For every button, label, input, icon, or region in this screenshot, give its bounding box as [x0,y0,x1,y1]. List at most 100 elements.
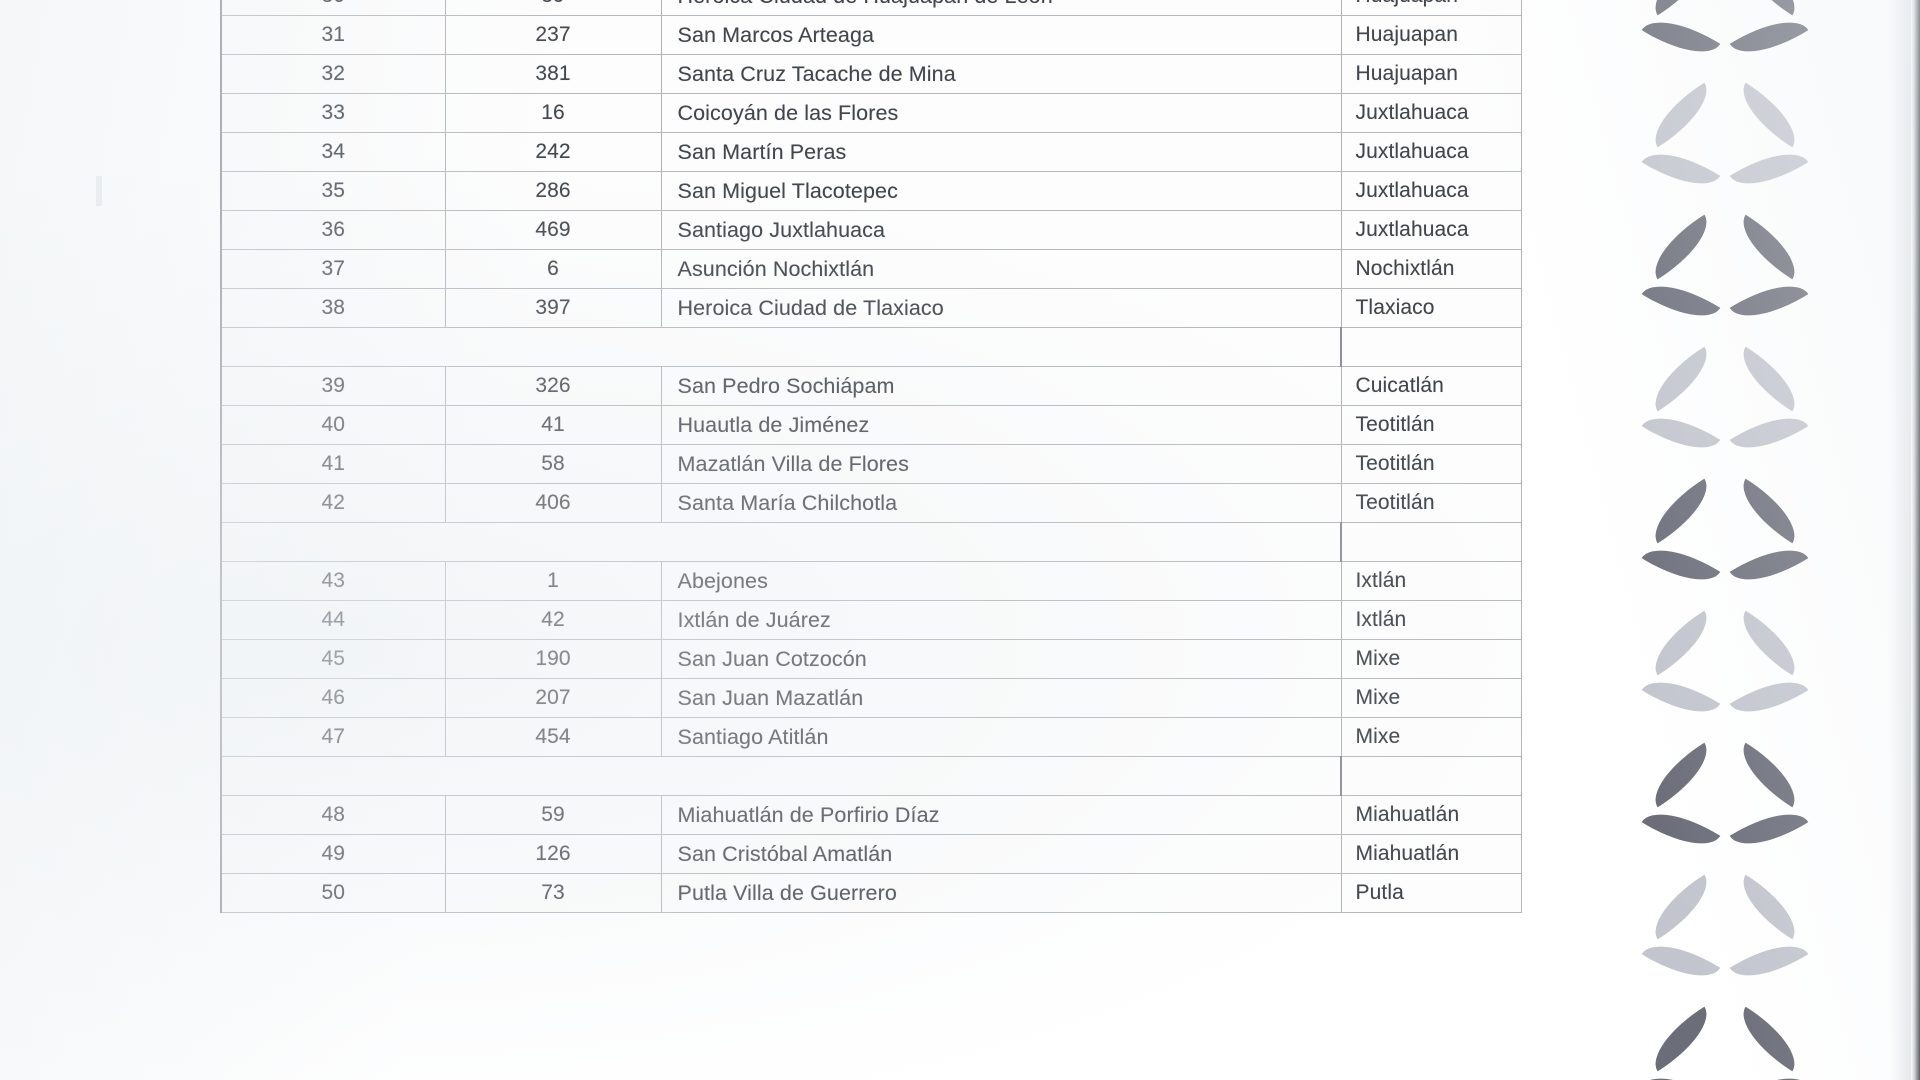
row-code-cell: 6 [445,249,662,289]
district-name-cell: Huajuapan [1341,54,1522,94]
group-separator-band-right [1340,522,1522,562]
row-code-cell-text: 190 [535,647,571,670]
municipality-name-cell-text: Heroica Ciudad de Huajuapan de León [678,0,1053,9]
district-name-cell-text: Mixe [1355,686,1401,709]
row-number-cell-text: 41 [321,452,346,475]
petal-icon [1641,400,1721,466]
row-code-cell-text: 326 [535,374,571,397]
municipality-name-cell: Santiago Juxtlahuaca [661,210,1342,250]
row-code-cell-text: 16 [541,101,565,124]
district-name-cell-text: Juxtlahuaca [1355,140,1469,163]
row-number-cell: 33 [220,93,446,133]
municipality-name-cell: Heroica Ciudad de Huajuapan de León [661,0,1342,16]
table-row: 49 126 San Cristóbal Amatlán Miahuatlán [220,834,1522,874]
petal-icon [1729,400,1809,466]
row-code-cell-text: 397 [535,296,571,319]
district-name-cell: Miahuatlán [1341,795,1522,835]
row-code-cell-text: 58 [541,452,565,475]
petal-icon [1729,4,1809,70]
municipality-name-cell-text: San Pedro Sochiápam [677,373,895,398]
municipality-name-cell-text: Santa María Chilchotla [677,490,898,515]
district-name-cell-text: Miahuatlán [1355,842,1460,865]
row-number-cell: 48 [220,795,446,835]
petal-icon [1729,610,1809,676]
page-edge-shadow [1889,0,1911,1080]
row-number-cell-text: 43 [321,569,346,592]
table-row: 47 454 Santiago Atitlán Mixe [220,717,1522,757]
row-number-cell: 46 [220,678,446,718]
municipality-name-cell-text: San Miguel Tlacotepec [677,178,898,203]
petal-icon [1641,1006,1721,1072]
table-row: 33 16 Coicoyán de las Flores Juxtlahuaca [220,93,1522,133]
group-separator-band-right [1340,327,1522,367]
district-name-cell-text: Mixe [1355,647,1401,670]
row-number-cell-text: 47 [321,725,346,748]
row-code-cell: 326 [445,366,662,406]
table-row: 35 286 San Miguel Tlacotepec Juxtlahuaca [220,171,1522,211]
table-row: 44 42 Ixtlán de Juárez Ixtlán [220,600,1522,640]
petal-icon [1729,214,1809,280]
municipality-name-cell-text: San Marcos Arteaga [677,22,875,47]
row-number-cell-text: 30 [321,0,345,8]
group-separator-row [220,522,1522,562]
petal-icon [1641,610,1721,676]
table-row: 36 469 Santiago Juxtlahuaca Juxtlahuaca [220,210,1522,250]
row-number-cell-text: 50 [321,881,346,904]
row-code-cell-text: 6 [547,257,559,280]
row-number-cell-text: 40 [321,413,346,436]
scan-margin-artifact [96,176,102,206]
row-number-cell: 34 [220,132,446,172]
petal-cluster [1628,478,1828,620]
municipality-name-cell: San Juan Mazatlán [661,678,1342,718]
petal-icon [1641,214,1721,280]
municipality-name-cell-text: Ixtlán de Juárez [677,607,831,632]
municipality-name-cell-text: San Cristóbal Amatlán [677,841,893,866]
municipality-name-cell: Santa Cruz Tacache de Mina [661,54,1342,94]
petal-icon [1729,346,1809,412]
table-row: 43 1 Abejones Ixtlán [220,561,1522,601]
petal-icon [1729,1006,1809,1072]
district-name-cell: Cuicatlán [1341,366,1522,406]
row-number-cell: 44 [220,600,446,640]
petal-icon [1729,0,1809,16]
district-name-cell: Juxtlahuaca [1341,132,1522,172]
group-separator-row [220,327,1522,367]
petal-icon [1641,928,1721,994]
municipality-name-cell-text: San Juan Cotzocón [677,646,867,671]
table-row: 46 207 San Juan Mazatlán Mixe [220,678,1522,718]
row-number-cell-text: 38 [321,296,346,319]
municipality-name-cell: Santiago Atitlán [661,717,1342,757]
municipality-name-cell: Heroica Ciudad de Tlaxiaco [661,288,1342,328]
district-name-cell-text: Juxtlahuaca [1355,101,1469,124]
group-separator-band [220,327,1341,367]
row-number-cell-text: 33 [321,101,346,124]
district-name-cell: Juxtlahuaca [1341,93,1522,133]
petal-cluster [1628,1006,1828,1080]
municipality-name-cell: Asunción Nochixtlán [661,249,1342,289]
row-code-cell-text: 237 [535,23,571,46]
row-number-cell: 45 [220,639,446,679]
municipality-name-cell-text: San Juan Mazatlán [677,685,864,710]
row-number-cell-text: 46 [321,686,346,709]
row-number-cell: 41 [220,444,446,484]
petal-icon [1641,0,1721,16]
petal-icon [1729,928,1809,994]
petal-cluster [1628,610,1828,752]
row-number-cell-text: 31 [321,23,346,46]
petal-cluster [1628,742,1828,884]
petal-icon [1729,742,1809,808]
municipality-name-cell: San Miguel Tlacotepec [661,171,1342,211]
municipality-name-cell-text: San Martín Peras [677,139,847,164]
municipality-name-cell-text: Santa Cruz Tacache de Mina [677,61,956,86]
row-code-cell: 286 [445,171,662,211]
municipality-name-cell: Santa María Chilchotla [661,483,1342,523]
row-code-cell: 207 [445,678,662,718]
district-name-cell: Putla [1341,873,1522,913]
petal-cluster [1628,0,1828,92]
municipality-name-cell-text: Santiago Juxtlahuaca [677,217,886,242]
row-code-cell: 59 [445,795,662,835]
group-separator-band [220,756,1341,796]
municipality-name-cell: Coicoyán de las Flores [661,93,1342,133]
row-number-cell: 39 [220,366,446,406]
